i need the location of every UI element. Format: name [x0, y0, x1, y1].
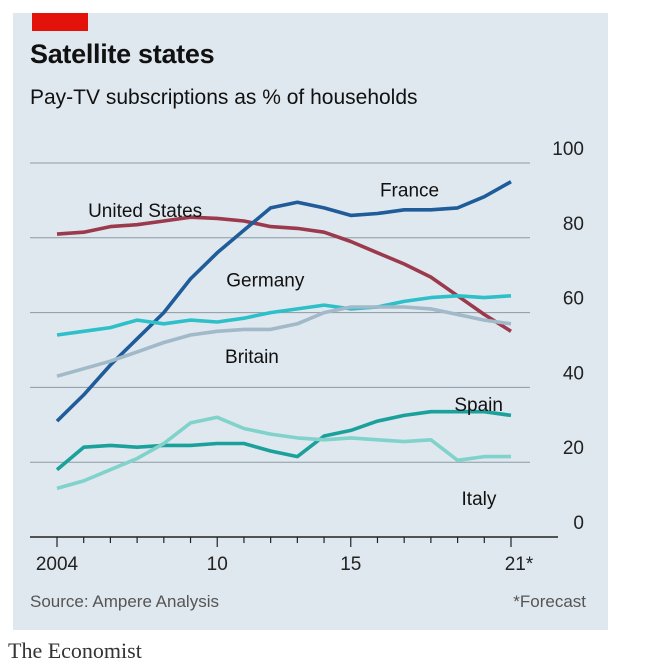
- forecast-note: *Forecast: [513, 592, 586, 611]
- series-line-italy: [56, 415, 511, 491]
- series-label-united-states: United States: [88, 201, 202, 222]
- series-lines: [55, 180, 512, 491]
- y-tick-label-0: 0: [573, 513, 584, 534]
- x-tick-label-2010: 10: [207, 554, 228, 575]
- series-line-britain: [56, 305, 512, 378]
- publisher-logo: The Economist: [8, 638, 142, 663]
- x-tick-label-2004: 2004: [36, 554, 79, 575]
- series-label-britain: Britain: [225, 347, 279, 368]
- y-tick-label-80: 80: [563, 214, 584, 235]
- source-note: Source: Ampere Analysis: [30, 592, 219, 611]
- series-line-germany: [56, 294, 512, 337]
- y-tick-label-40: 40: [563, 363, 584, 384]
- y-axis-labels: 0 20 40 60 80 100: [552, 139, 584, 534]
- x-axis-labels: 2004 10 15 21*: [36, 554, 534, 575]
- series-label-italy: Italy: [462, 489, 497, 510]
- y-tick-label-60: 60: [563, 289, 584, 310]
- chart-panel: [13, 13, 608, 630]
- series-labels: United States France Germany Britain Spain It…: [88, 181, 503, 511]
- series-line-united-states: [56, 215, 512, 333]
- y-tick-label-20: 20: [563, 438, 584, 459]
- y-tick-label-100: 100: [552, 139, 584, 160]
- brand-red-tag: [32, 13, 88, 31]
- x-tick-label-2021: 21*: [505, 554, 534, 575]
- series-label-spain: Spain: [454, 395, 503, 416]
- series-label-france: France: [380, 181, 439, 202]
- chart-subtitle: Pay-TV subscriptions as % of households: [30, 86, 418, 109]
- series-label-germany: Germany: [226, 270, 305, 291]
- x-axis: [30, 536, 558, 547]
- series-line-france: [55, 180, 512, 423]
- series-line-spain: [55, 409, 512, 472]
- chart-title: Satellite states: [30, 39, 215, 69]
- x-tick-label-2015: 15: [340, 554, 361, 575]
